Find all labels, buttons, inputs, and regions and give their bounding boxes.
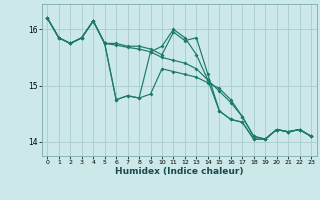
X-axis label: Humidex (Indice chaleur): Humidex (Indice chaleur) xyxy=(115,167,244,176)
